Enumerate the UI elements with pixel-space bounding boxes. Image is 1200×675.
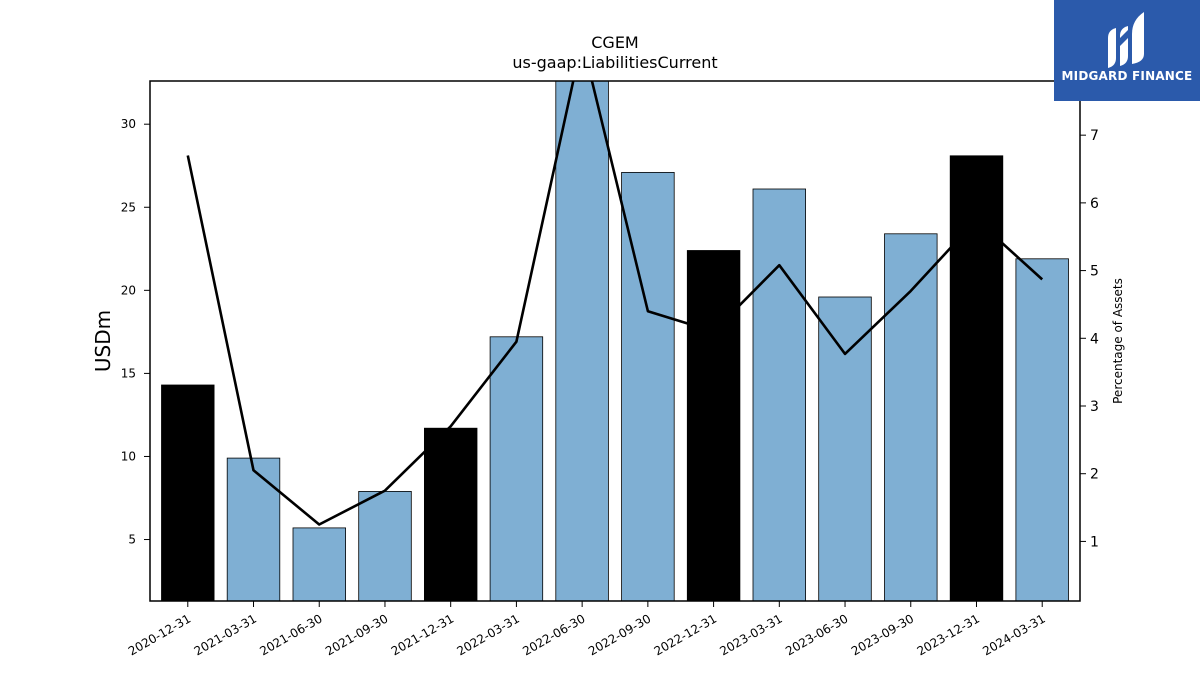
bar-2023-06-30 xyxy=(818,296,872,601)
y-tick-label: 5 xyxy=(128,533,136,547)
bar-2021-12-31 xyxy=(423,427,478,601)
x-tick-label: 2023-03-31 xyxy=(717,611,784,658)
x-tick-label: 2023-09-30 xyxy=(849,611,916,658)
y2-tick-label: 4 xyxy=(1090,331,1099,347)
y2-tick-label: 1 xyxy=(1090,534,1099,550)
logo-mark-icon xyxy=(1108,12,1144,68)
chart-subtitle: us-gaap:LiabilitiesCurrent xyxy=(512,53,717,72)
x-tick-label: 2024-03-31 xyxy=(980,611,1047,658)
midgard-finance-logo: MIDGARD FINANCE xyxy=(1054,0,1200,101)
bar-2021-03-31 xyxy=(226,457,281,601)
y-tick-label: 15 xyxy=(121,366,136,380)
bar-2022-12-31 xyxy=(686,250,741,601)
y2-tick-label: 6 xyxy=(1090,196,1099,212)
bar-2020-12-31 xyxy=(161,384,215,601)
x-tick-label: 2022-09-30 xyxy=(586,611,653,658)
bar-2023-12-31 xyxy=(949,155,1004,601)
percentage-of-assets-line xyxy=(186,81,1044,526)
bar-2022-06-30 xyxy=(555,81,609,601)
bar-2024-03-31 xyxy=(1015,258,1069,601)
x-tick-label: 2022-03-31 xyxy=(455,611,522,658)
y2-tick-label: 7 xyxy=(1090,128,1099,144)
y2-axis-label: Percentage of Assets xyxy=(1111,278,1125,404)
x-tick-label: 2020-12-31 xyxy=(126,611,193,658)
y2-tick-label: 3 xyxy=(1090,399,1099,415)
x-tick-label: 2022-12-31 xyxy=(652,611,719,658)
y-tick-label: 30 xyxy=(121,117,136,131)
y2-tick-label: 5 xyxy=(1090,264,1099,280)
x-tick-label: 2022-06-30 xyxy=(520,611,587,658)
bar-2023-09-30 xyxy=(884,233,938,601)
x-tick-label: 2021-03-31 xyxy=(192,611,259,658)
y-tick-label: 10 xyxy=(121,449,136,463)
bar-2021-06-30 xyxy=(292,527,346,601)
y2-tick-label: 2 xyxy=(1090,467,1099,483)
x-tick-label: 2021-12-31 xyxy=(389,611,456,658)
bar-2023-03-31 xyxy=(752,188,806,601)
y-tick-label: 20 xyxy=(121,283,136,297)
x-tick-label: 2023-06-30 xyxy=(783,611,850,658)
bar-2021-09-30 xyxy=(358,490,412,601)
y-axis-label: USDm xyxy=(91,310,115,372)
x-tick-label: 2023-12-31 xyxy=(915,611,982,658)
logo-text: MIDGARD FINANCE xyxy=(1061,69,1193,83)
x-tick-label: 2021-06-30 xyxy=(257,611,324,658)
y-tick-label: 25 xyxy=(121,200,136,214)
chart-title: CGEM xyxy=(591,33,638,52)
bar-2022-03-31 xyxy=(489,336,544,601)
x-tick-label: 2021-09-30 xyxy=(323,611,390,658)
plot-frame xyxy=(149,80,1081,602)
